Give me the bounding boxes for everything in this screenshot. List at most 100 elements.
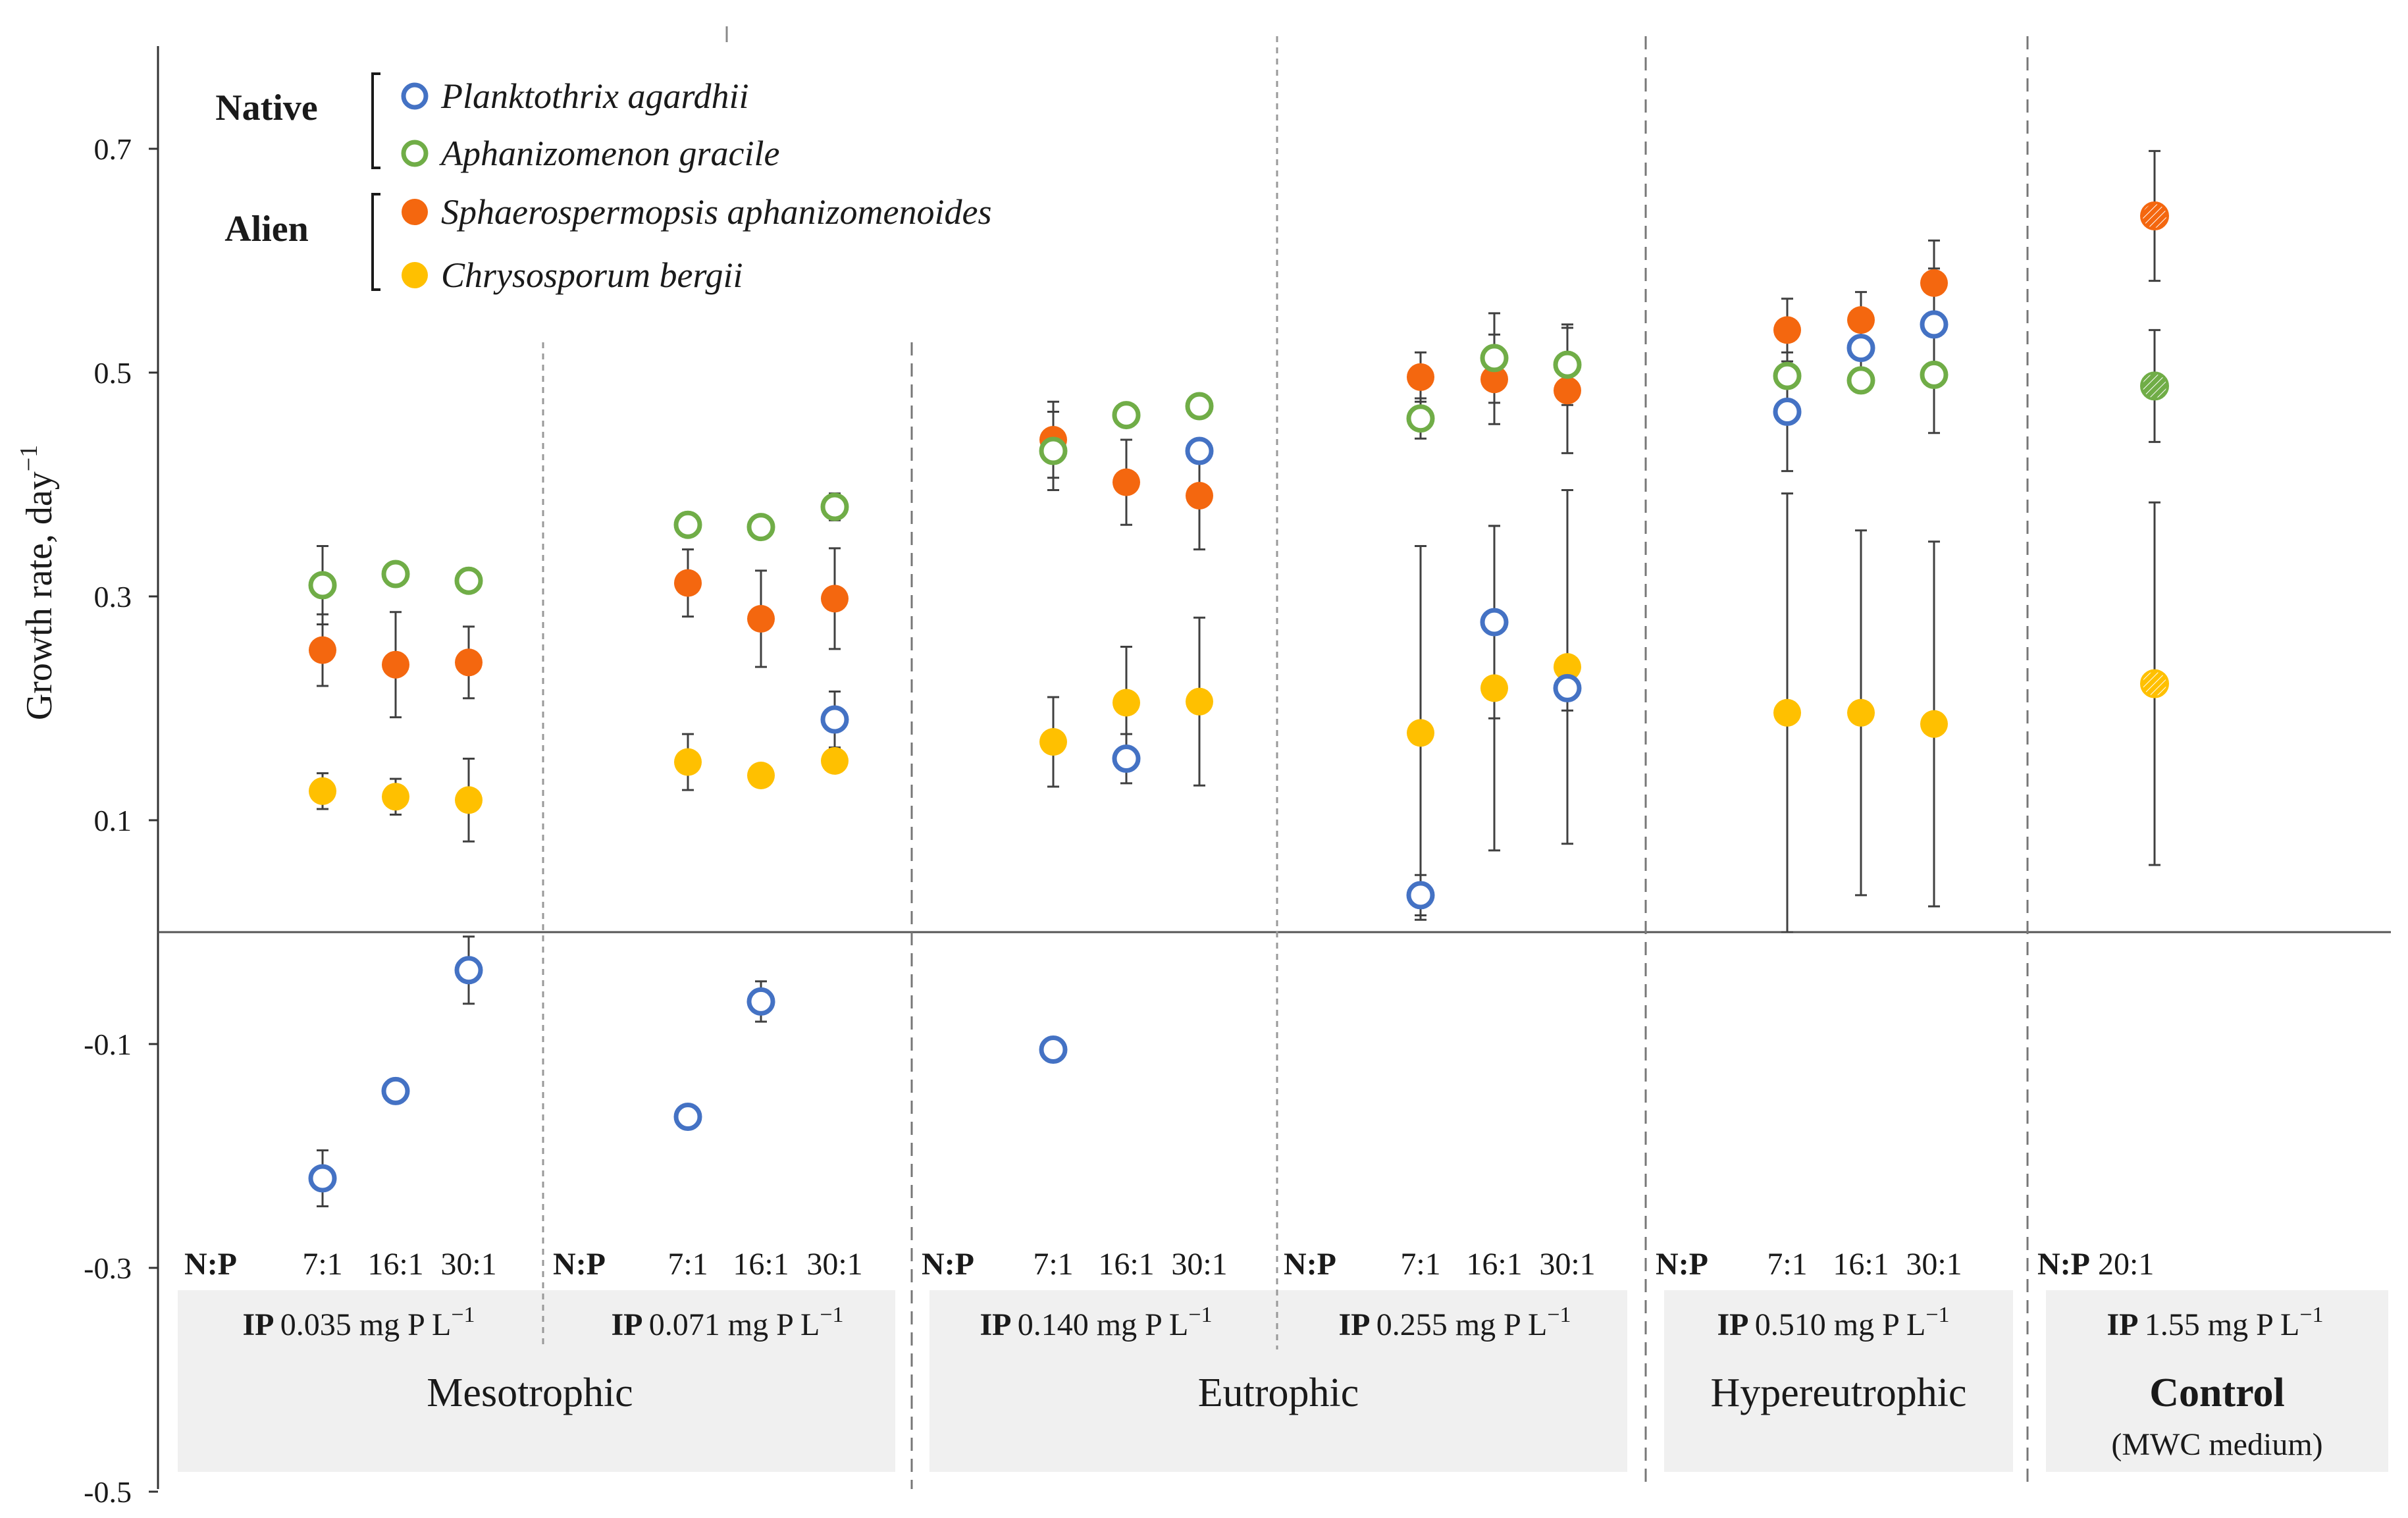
y-axis-title-sup: −1 xyxy=(15,445,43,471)
point-planktothrix-agardhii xyxy=(1920,310,1949,339)
legend: Native Alien Planktothrix agardhii Aphanizo… xyxy=(215,72,991,295)
point-aphanizomenon-gracile xyxy=(2140,371,2169,401)
np-ratio-label: 16:1 xyxy=(733,1247,789,1282)
point-planktothrix-agardhii xyxy=(1553,673,1582,702)
y-tick-label: -0.1 xyxy=(84,1028,132,1061)
np-ratio-label: 16:1 xyxy=(1833,1247,1889,1282)
point-sphaerospermopsis-aphanizomenoides xyxy=(674,569,702,597)
ip-label: IP 0.510 mg P L−1 xyxy=(1717,1303,1949,1342)
point-planktothrix-agardhii xyxy=(1185,436,1214,465)
point-chrysosporum-bergii xyxy=(1920,710,1948,738)
error-bars xyxy=(317,149,2160,1207)
point-chrysosporum-bergii xyxy=(309,777,336,805)
np-label: N:P xyxy=(184,1247,237,1282)
point-chrysosporum-bergii xyxy=(1039,728,1067,756)
point-aphanizomenon-gracile xyxy=(820,492,849,521)
point-chrysosporum-bergii xyxy=(2140,669,2169,698)
point-planktothrix-agardhii xyxy=(381,1076,410,1105)
trophic-state-label: Eutrophic xyxy=(1198,1371,1359,1415)
point-sphaerospermopsis-aphanizomenoides xyxy=(455,648,483,677)
np-label: N:P xyxy=(2037,1247,2090,1282)
ip-label-value: 0.035 mg P L xyxy=(280,1307,452,1342)
np-ratio-label: 7:1 xyxy=(1033,1247,1073,1282)
ip-label-sup: −1 xyxy=(1188,1303,1212,1327)
point-chrysosporum-bergii xyxy=(382,783,409,811)
point-planktothrix-agardhii xyxy=(1480,608,1509,637)
legend-marker xyxy=(402,262,428,288)
point-sphaerospermopsis-aphanizomenoides xyxy=(382,650,409,679)
trophic-state-label: Mesotrophic xyxy=(427,1371,633,1415)
panel-control xyxy=(2046,1290,2388,1472)
ip-label-value: 0.071 mg P L xyxy=(649,1307,820,1342)
point-planktothrix-agardhii xyxy=(1406,881,1435,910)
legend-entry-label: Planktothrix agardhii xyxy=(440,76,748,116)
np-ratio-label: 30:1 xyxy=(1539,1247,1595,1282)
point-planktothrix-agardhii xyxy=(746,987,775,1016)
point-sphaerospermopsis-aphanizomenoides xyxy=(2140,201,2169,230)
point-sphaerospermopsis-aphanizomenoides xyxy=(1112,468,1140,496)
y-tick-label: -0.3 xyxy=(84,1251,132,1285)
np-label: N:P xyxy=(553,1247,606,1282)
point-aphanizomenon-gracile xyxy=(381,560,410,589)
ip-label: IP 1.55 mg P L−1 xyxy=(2107,1303,2323,1342)
control-note: (MWC medium) xyxy=(2111,1427,2322,1462)
np-ratio-label: 30:1 xyxy=(806,1247,862,1282)
np-ratio-label: 7:1 xyxy=(667,1247,708,1282)
point-planktothrix-agardhii xyxy=(1846,334,1875,363)
point-aphanizomenon-gracile xyxy=(1185,392,1214,421)
ip-label-value: 0.140 mg P L xyxy=(1018,1307,1189,1342)
point-chrysosporum-bergii xyxy=(1407,719,1434,747)
ip-label-sup: −1 xyxy=(2299,1303,2323,1327)
ip-label-value: 0.255 mg P L xyxy=(1376,1307,1548,1342)
ip-label-sup: −1 xyxy=(451,1303,475,1327)
y-tick-label: 0.5 xyxy=(94,356,132,390)
ip-label: IP 0.035 mg P L−1 xyxy=(242,1303,475,1342)
panel-mesotrophic xyxy=(178,1290,895,1472)
point-planktothrix-agardhii xyxy=(454,956,483,985)
np-label: N:P xyxy=(1656,1247,1708,1282)
point-sphaerospermopsis-aphanizomenoides xyxy=(1186,482,1213,510)
ip-label: IP 0.071 mg P L−1 xyxy=(611,1303,843,1342)
ip-label-value: 1.55 mg P L xyxy=(2145,1307,2300,1342)
point-aphanizomenon-gracile xyxy=(1920,360,1949,389)
point-planktothrix-agardhii xyxy=(1039,1035,1068,1064)
ip-label-prefix: IP xyxy=(242,1307,280,1342)
point-sphaerospermopsis-aphanizomenoides xyxy=(1407,363,1434,391)
legend-entry-label: Sphaerospermopsis aphanizomenoides xyxy=(441,192,991,232)
ip-label: IP 0.255 mg P L−1 xyxy=(1338,1303,1571,1342)
np-ratio-label: 16:1 xyxy=(367,1247,423,1282)
np-ratio-label: 16:1 xyxy=(1098,1247,1154,1282)
point-sphaerospermopsis-aphanizomenoides xyxy=(1773,316,1801,344)
ip-label-prefix: IP xyxy=(2107,1307,2144,1342)
np-ratio-label: 7:1 xyxy=(1400,1247,1440,1282)
point-aphanizomenon-gracile xyxy=(308,571,337,600)
point-aphanizomenon-gracile xyxy=(1039,436,1068,465)
point-aphanizomenon-gracile xyxy=(1773,361,1802,390)
y-axis-label: Growth rate, day−1 xyxy=(15,445,60,720)
legend-marker xyxy=(401,82,429,110)
point-sphaerospermopsis-aphanizomenoides xyxy=(821,585,849,613)
np-ratio-label: 7:1 xyxy=(302,1247,342,1282)
point-aphanizomenon-gracile xyxy=(1553,350,1582,379)
np-ratio-label: 7:1 xyxy=(1767,1247,1807,1282)
point-planktothrix-agardhii xyxy=(308,1164,337,1193)
np-label: N:P xyxy=(922,1247,974,1282)
point-sphaerospermopsis-aphanizomenoides xyxy=(309,636,336,664)
ip-label-sup: −1 xyxy=(820,1303,843,1327)
y-ticks: 0.7 0.5 0.3 0.1 -0.1 -0.3 -0.5 xyxy=(84,132,158,1509)
y-tick-label: 0.3 xyxy=(94,580,132,614)
panel-hypereutrophic xyxy=(1664,1290,2013,1472)
trophic-state-panels xyxy=(178,1290,2388,1472)
point-aphanizomenon-gracile xyxy=(1480,344,1509,373)
point-planktothrix-agardhii xyxy=(1773,398,1802,426)
legend-group-label: Native xyxy=(215,88,318,128)
point-planktothrix-agardhii xyxy=(1112,745,1141,773)
point-chrysosporum-bergii xyxy=(1480,674,1508,702)
trophic-state-label: Control xyxy=(2149,1371,2285,1415)
np-ratio-label: 30:1 xyxy=(1171,1247,1227,1282)
point-sphaerospermopsis-aphanizomenoides xyxy=(747,605,775,633)
data-points xyxy=(308,201,2169,1193)
legend-bracket xyxy=(371,72,380,169)
ip-label-prefix: IP xyxy=(1717,1307,1754,1342)
